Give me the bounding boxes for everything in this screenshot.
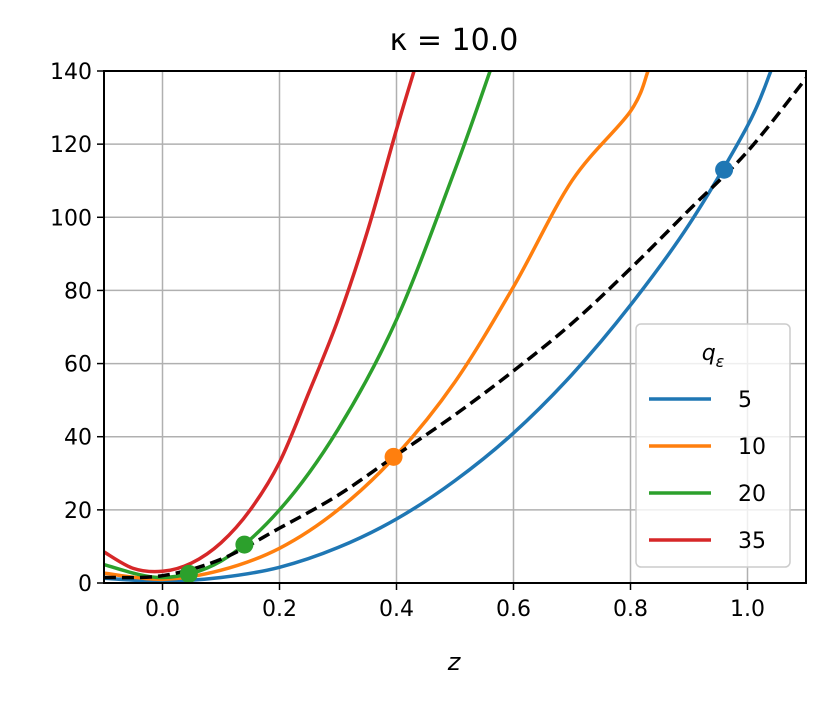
x-tick-label: 0.0 [145,597,180,622]
ticks: 0.0 0.2 0.4 0.6 0.8 1.0 0 20 40 60 80 100 120 140 [50,60,765,622]
intersection-marker [384,447,403,466]
x-tick-label: 0.2 [262,597,297,622]
legend-box [635,323,791,568]
y-tick-label: 60 [64,353,92,378]
series-line-10 [104,71,650,582]
legend-entry-label: 10 [738,435,766,460]
x-axis-label: z [447,648,462,676]
y-tick-label: 120 [50,133,92,158]
legend-entries: 5 10 20 35 [649,388,766,554]
series-line-35 [104,71,416,574]
y-tick-label: 20 [64,499,92,524]
legend-entry-label: 20 [738,482,766,507]
x-tick-label: 0.8 [613,597,648,622]
y-tick-label: 80 [64,279,92,304]
intersection-marker [179,564,198,583]
y-tick-label: 100 [50,206,92,231]
intersection-marker [235,535,254,554]
legend-entry-label: 35 [738,529,766,554]
chart-title: κ = 10.0 [390,23,519,58]
markers-layer [179,160,734,583]
x-tick-label: 0.4 [379,597,414,622]
y-tick-label: 140 [50,60,92,85]
legend-entry-label: 5 [738,388,752,413]
intersection-marker [715,160,734,179]
dashed-reference-line [104,77,806,580]
y-tick-label: 40 [64,426,92,451]
x-tick-label: 1.0 [730,597,765,622]
x-tick-label: 0.6 [496,597,531,622]
series-line-5 [104,71,773,583]
axes-frame [103,70,807,584]
y-tick-label: 0 [78,572,92,597]
